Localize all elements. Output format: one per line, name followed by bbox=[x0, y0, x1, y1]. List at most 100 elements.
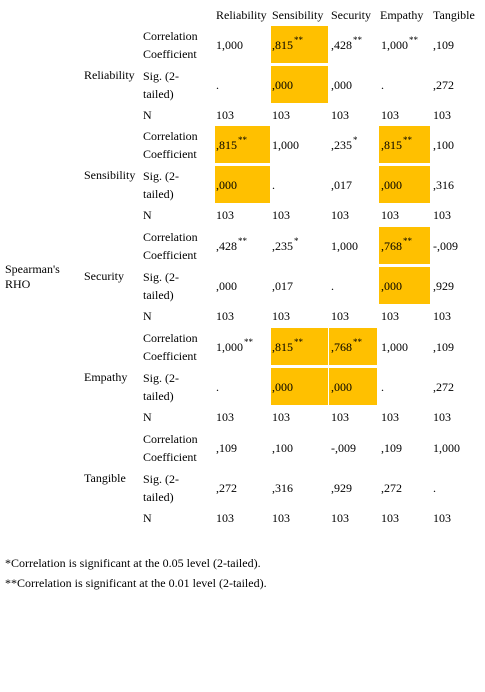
correlation-value-tangible-tangible: 1,000 bbox=[433, 441, 460, 455]
row-label-empathy: Empathy bbox=[84, 370, 128, 384]
n-value-empathy-reliability: 103 bbox=[216, 410, 234, 424]
correlation-value-reliability-sensibility: ,815** bbox=[272, 35, 303, 53]
sig-value-tangible-reliability: ,272 bbox=[216, 481, 237, 495]
n-value-reliability-security: 103 bbox=[331, 108, 349, 122]
highlight-cell bbox=[379, 227, 430, 264]
row-label-sensibility: Sensibility bbox=[84, 168, 136, 182]
n-value-tangible-tangible: 103 bbox=[433, 511, 451, 525]
n-value-sensibility-empathy: 103 bbox=[381, 208, 399, 222]
correlation-value-empathy-sensibility: ,815** bbox=[272, 337, 303, 355]
significance-marker: ** bbox=[409, 35, 418, 45]
sig-value-security-reliability: ,000 bbox=[216, 279, 237, 293]
n-value-tangible-empathy: 103 bbox=[381, 511, 399, 525]
sig-value-empathy-sensibility: ,000 bbox=[272, 380, 293, 394]
highlight-cell bbox=[379, 166, 430, 203]
n-value-empathy-security: 103 bbox=[331, 410, 349, 424]
significance-marker: ** bbox=[294, 337, 303, 347]
significance-marker: ** bbox=[403, 236, 412, 246]
correlation-value-security-sensibility: ,235* bbox=[272, 236, 299, 254]
stat-label-n: N bbox=[143, 108, 152, 122]
n-value-tangible-reliability: 103 bbox=[216, 511, 234, 525]
correlation-value-reliability-security: ,428** bbox=[331, 35, 362, 53]
column-header-empathy: Empathy bbox=[380, 8, 424, 22]
sig-value-tangible-empathy: ,272 bbox=[381, 481, 402, 495]
stat-label-correlation: Correlation Coefficient bbox=[143, 331, 198, 363]
n-value-security-tangible: 103 bbox=[433, 309, 451, 323]
significance-marker: * bbox=[353, 135, 358, 145]
highlight-cell bbox=[215, 166, 270, 203]
n-value-empathy-tangible: 103 bbox=[433, 410, 451, 424]
correlation-value-security-reliability: ,428** bbox=[216, 236, 247, 254]
correlation-value-reliability-tangible: ,109 bbox=[433, 38, 454, 52]
stat-label-n: N bbox=[143, 410, 152, 424]
correlation-value-tangible-security: -,009 bbox=[331, 441, 356, 455]
stat-label-n: N bbox=[143, 511, 152, 525]
n-value-security-reliability: 103 bbox=[216, 309, 234, 323]
significance-marker: * bbox=[294, 236, 299, 246]
sig-value-sensibility-security: ,017 bbox=[331, 178, 352, 192]
sig-value-sensibility-tangible: ,316 bbox=[433, 178, 454, 192]
correlation-value-tangible-empathy: ,109 bbox=[381, 441, 402, 455]
correlation-value-empathy-reliability: 1,000** bbox=[216, 337, 253, 355]
footnote-sig-005: *Correlation is significant at the 0.05 … bbox=[5, 556, 261, 570]
stat-label-correlation: Correlation Coefficient bbox=[143, 29, 198, 61]
n-value-sensibility-security: 103 bbox=[331, 208, 349, 222]
stat-label-n: N bbox=[143, 208, 152, 222]
footnote-sig-001: **Correlation is significant at the 0.01… bbox=[5, 576, 267, 590]
highlight-cell bbox=[271, 26, 328, 63]
highlight-cell bbox=[271, 328, 328, 365]
n-value-security-security: 103 bbox=[331, 309, 349, 323]
n-value-sensibility-sensibility: 103 bbox=[272, 208, 290, 222]
correlation-value-reliability-reliability: 1,000 bbox=[216, 38, 243, 52]
n-value-reliability-reliability: 103 bbox=[216, 108, 234, 122]
row-label-reliability: Reliability bbox=[84, 68, 135, 82]
correlation-value-empathy-security: ,768** bbox=[331, 337, 362, 355]
sig-value-reliability-empathy: . bbox=[381, 78, 384, 92]
correlation-value-sensibility-sensibility: 1,000 bbox=[272, 138, 299, 152]
stub-label: Spearman's RHO bbox=[5, 262, 60, 291]
correlation-value-empathy-empathy: 1,000 bbox=[381, 340, 408, 354]
n-value-sensibility-tangible: 103 bbox=[433, 208, 451, 222]
sig-value-security-sensibility: ,017 bbox=[272, 279, 293, 293]
highlight-cell bbox=[271, 368, 328, 405]
row-label-security: Security bbox=[84, 269, 124, 283]
sig-value-sensibility-sensibility: . bbox=[272, 178, 275, 192]
sig-value-security-security: . bbox=[331, 279, 334, 293]
stat-label-correlation: Correlation Coefficient bbox=[143, 230, 198, 262]
stat-label-n: N bbox=[143, 309, 152, 323]
correlation-value-sensibility-empathy: ,815** bbox=[381, 135, 412, 153]
sig-value-sensibility-reliability: ,000 bbox=[216, 178, 237, 192]
n-value-tangible-sensibility: 103 bbox=[272, 511, 290, 525]
correlation-value-security-security: 1,000 bbox=[331, 239, 358, 253]
highlight-cell bbox=[379, 267, 430, 304]
highlight-cell bbox=[329, 368, 377, 405]
column-header-reliability: Reliability bbox=[216, 8, 267, 22]
sig-value-reliability-security: ,000 bbox=[331, 78, 352, 92]
column-header-security: Security bbox=[331, 8, 371, 22]
n-value-sensibility-reliability: 103 bbox=[216, 208, 234, 222]
highlight-cell bbox=[329, 328, 377, 365]
correlation-value-empathy-tangible: ,109 bbox=[433, 340, 454, 354]
stat-label-sig: Sig. (2- tailed) bbox=[143, 169, 179, 201]
significance-marker: ** bbox=[403, 135, 412, 145]
significance-marker: ** bbox=[238, 236, 247, 246]
stat-label-sig: Sig. (2- tailed) bbox=[143, 69, 179, 101]
sig-value-reliability-tangible: ,272 bbox=[433, 78, 454, 92]
stat-label-sig: Sig. (2- tailed) bbox=[143, 270, 179, 302]
significance-marker: ** bbox=[244, 337, 253, 347]
correlation-value-security-tangible: -,009 bbox=[433, 239, 458, 253]
n-value-reliability-tangible: 103 bbox=[433, 108, 451, 122]
sig-value-empathy-reliability: . bbox=[216, 380, 219, 394]
correlation-value-security-empathy: ,768** bbox=[381, 236, 412, 254]
correlation-value-reliability-empathy: 1,000** bbox=[381, 35, 418, 53]
row-label-tangible: Tangible bbox=[84, 471, 126, 485]
sig-value-reliability-reliability: . bbox=[216, 78, 219, 92]
sig-value-empathy-empathy: . bbox=[381, 380, 384, 394]
column-header-sensibility: Sensibility bbox=[272, 8, 324, 22]
n-value-security-sensibility: 103 bbox=[272, 309, 290, 323]
significance-marker: ** bbox=[238, 135, 247, 145]
stat-label-sig: Sig. (2- tailed) bbox=[143, 472, 179, 504]
n-value-empathy-empathy: 103 bbox=[381, 410, 399, 424]
significance-marker: ** bbox=[353, 35, 362, 45]
correlation-value-sensibility-security: ,235* bbox=[331, 135, 358, 153]
